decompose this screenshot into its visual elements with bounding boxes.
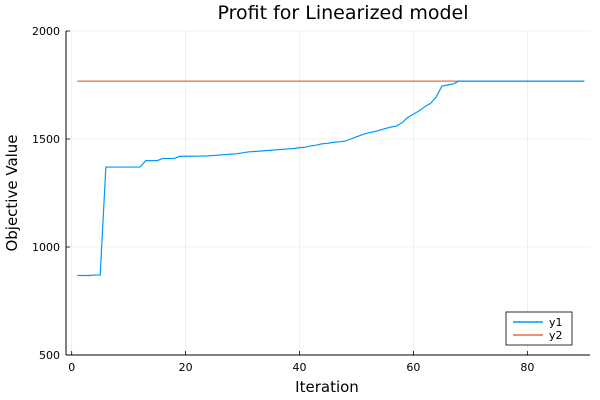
legend-label-y2: y2 — [549, 329, 563, 342]
y-tick-label: 1000 — [32, 241, 60, 254]
y-tick-label: 1500 — [32, 133, 60, 146]
x-tick-label: 60 — [406, 361, 420, 374]
x-axis-ticks: 0 20 40 60 80 — [68, 351, 534, 374]
y-tick-label: 2000 — [32, 25, 60, 38]
x-tick-label: 0 — [68, 361, 75, 374]
x-tick-label: 40 — [293, 361, 307, 374]
y-axis-ticks: 500 1000 1500 2000 — [32, 25, 70, 362]
x-tick-label: 80 — [520, 361, 534, 374]
series-line-y1 — [77, 80, 585, 277]
chart-title: Profit for Linearized model — [217, 2, 468, 24]
y-tick-label: 500 — [39, 349, 60, 362]
y-axis-label: Objective Value — [3, 134, 21, 251]
legend-box — [505, 311, 573, 346]
plot-area — [65, 31, 590, 356]
x-axis-label: Iteration — [295, 378, 359, 396]
grid — [66, 30, 590, 356]
x-tick-label: 20 — [179, 361, 193, 374]
legend-label-y1: y1 — [549, 316, 563, 329]
